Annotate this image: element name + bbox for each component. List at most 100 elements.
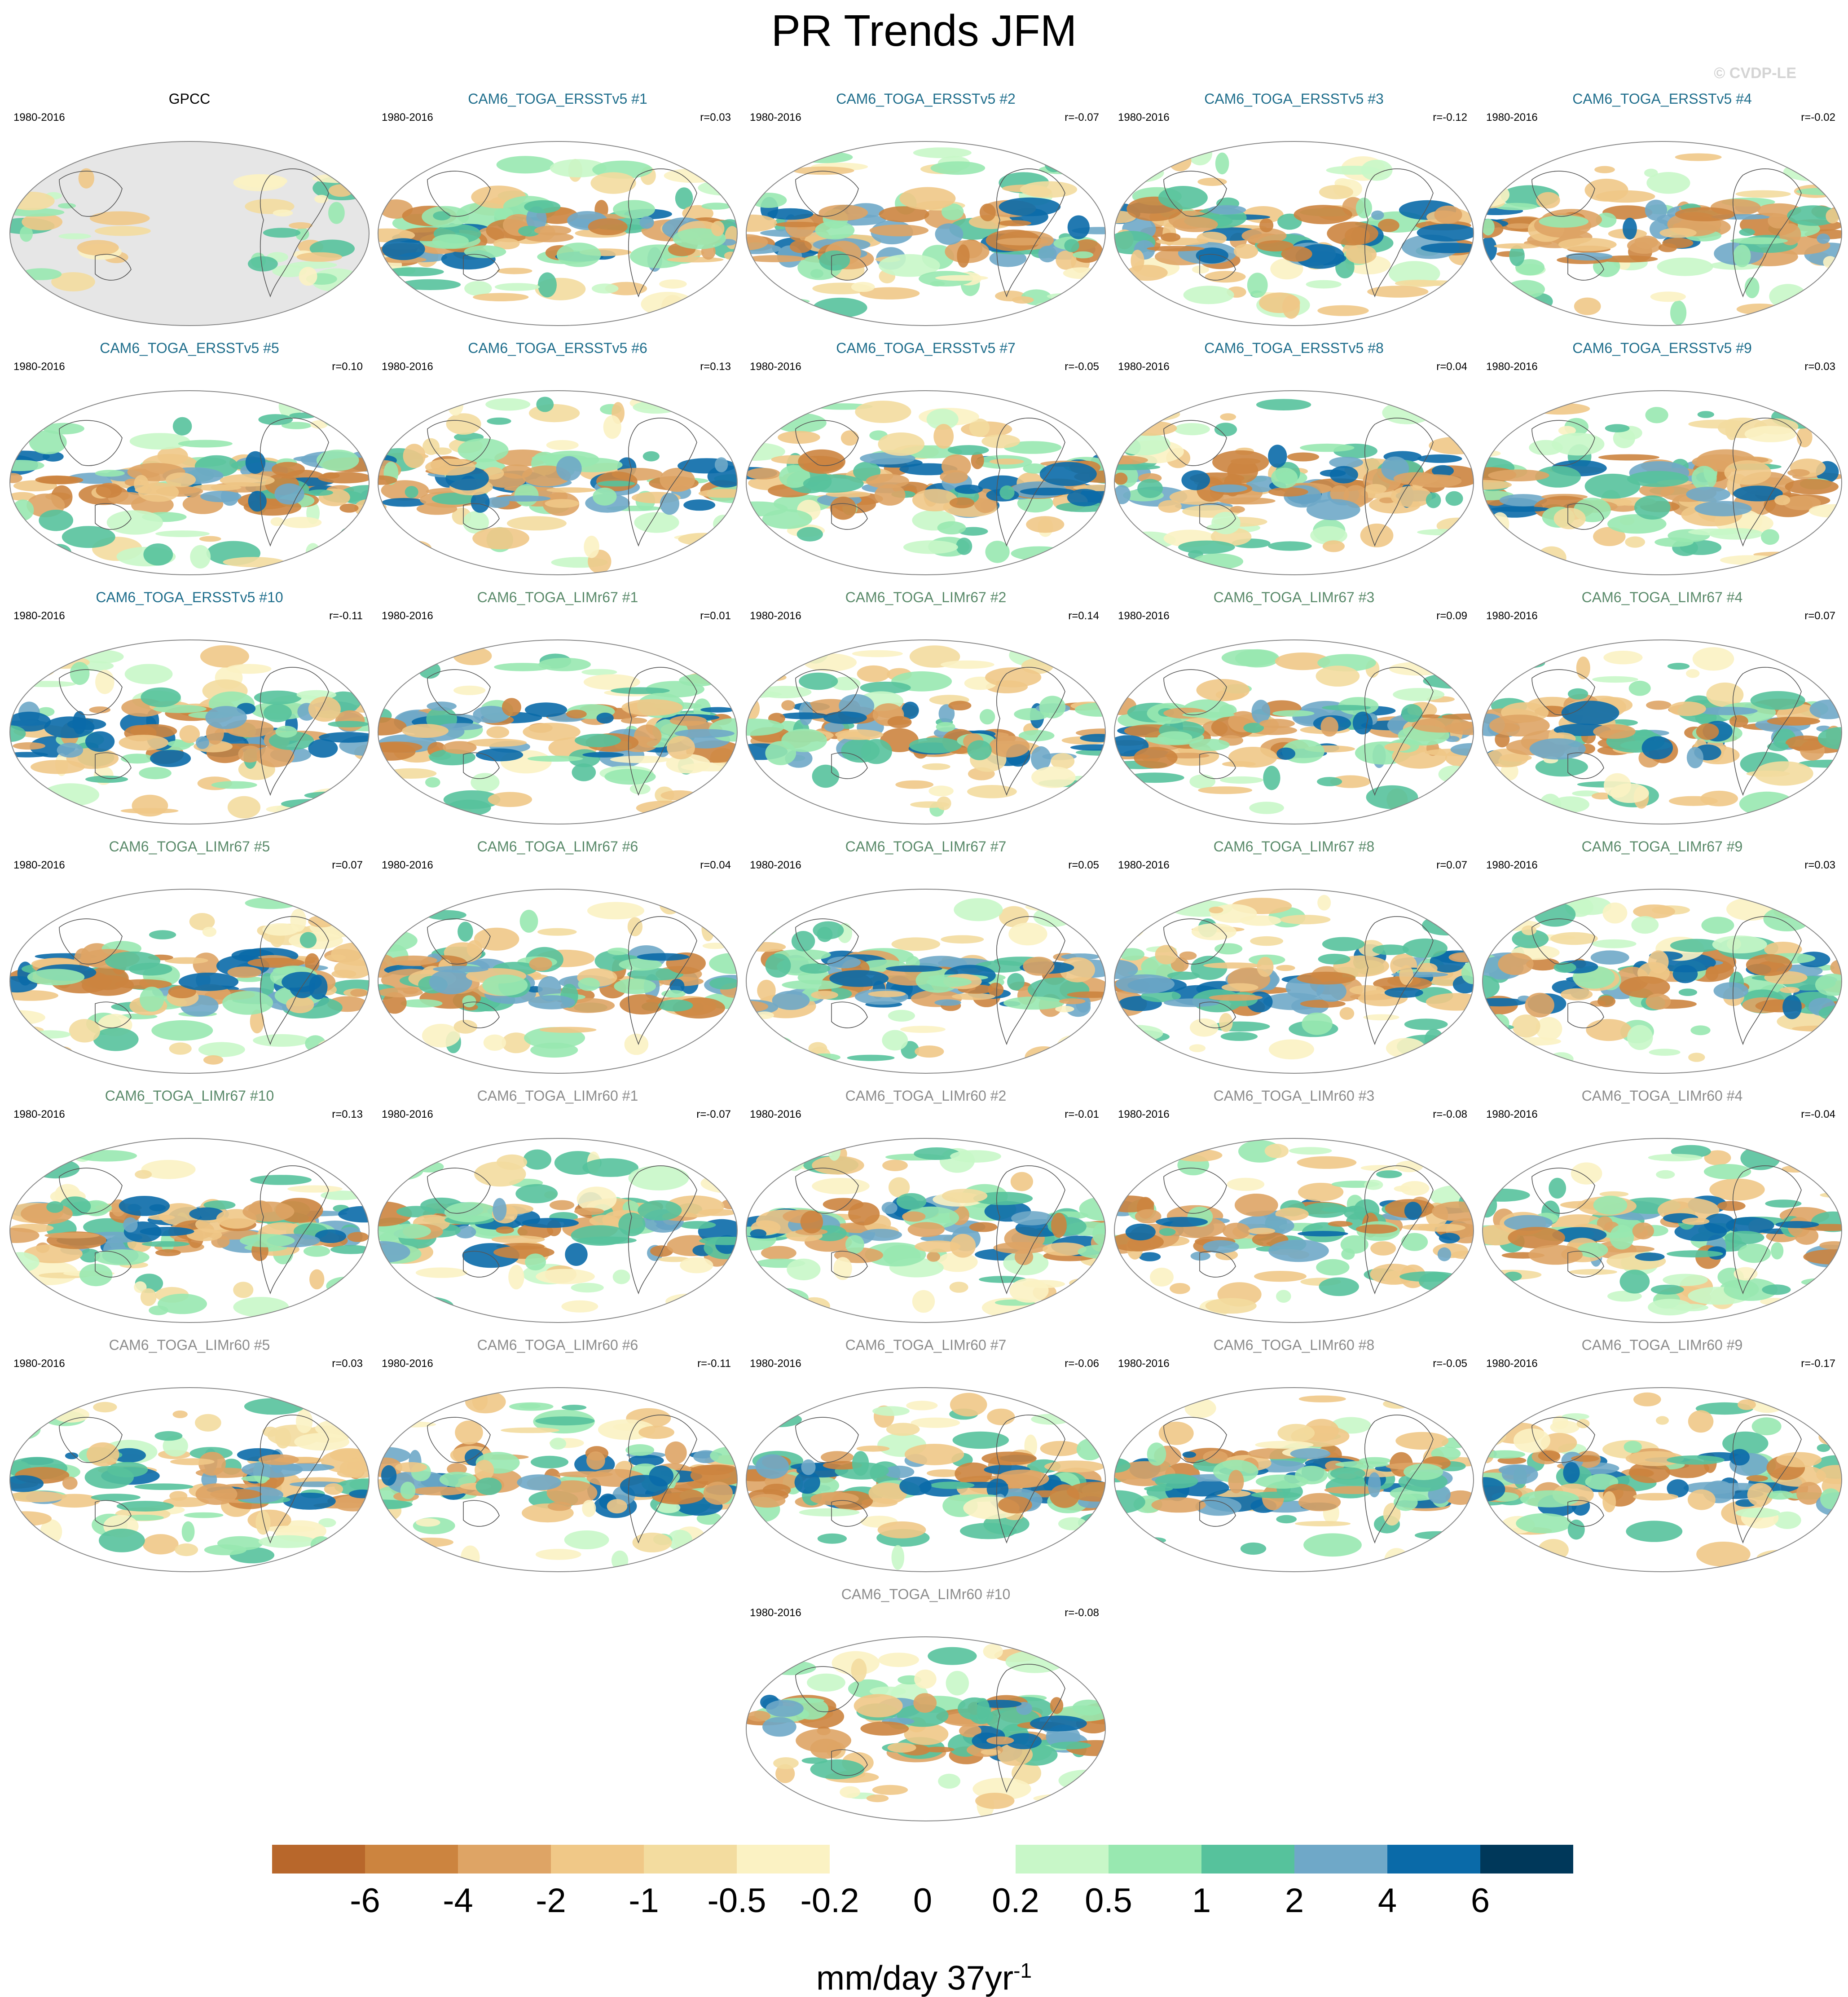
coastline	[427, 918, 491, 965]
coastline	[996, 667, 1065, 796]
trend-patch	[1220, 413, 1236, 421]
trend-patch	[1590, 950, 1629, 965]
trend-patch	[1306, 499, 1360, 520]
trend-patch	[1376, 1170, 1402, 1178]
trend-patch	[674, 729, 735, 738]
trend-patch	[1485, 1401, 1503, 1407]
coastline	[1199, 503, 1236, 530]
trend-patch	[1738, 1243, 1771, 1263]
trend-patch	[1178, 540, 1235, 554]
trend-patch	[701, 917, 715, 941]
trend-patch	[378, 159, 417, 179]
trend-patch	[464, 245, 506, 258]
map-panel: CAM6_TOGA_ERSSTv5 #3 1980-2016 r=-0.12	[1110, 85, 1478, 335]
trend-patch	[150, 749, 191, 767]
trend-patch	[112, 1448, 146, 1463]
trend-patch	[1569, 1269, 1617, 1275]
trend-patch	[347, 1232, 369, 1242]
trend-patch	[1538, 1539, 1569, 1561]
trend-patch	[1553, 962, 1576, 973]
trend-patch	[1192, 265, 1210, 273]
trend-patch	[1692, 647, 1734, 671]
trend-patch	[314, 194, 329, 203]
trend-patch	[1280, 915, 1331, 925]
trend-patch	[941, 660, 994, 669]
trend-patch	[1795, 1550, 1842, 1557]
map-svg	[9, 889, 370, 1074]
trend-patch	[1158, 500, 1182, 513]
trend-patch	[926, 409, 959, 430]
trend-patch	[1403, 280, 1465, 286]
trend-patch	[578, 978, 600, 991]
trend-patch	[753, 1535, 778, 1547]
trend-patch	[39, 510, 74, 531]
trend-patch	[1657, 257, 1713, 276]
coastline	[795, 1168, 859, 1214]
map-svg	[9, 390, 370, 575]
coastline	[996, 1415, 1065, 1544]
coastline	[1567, 752, 1604, 779]
trend-patch	[255, 745, 295, 767]
trend-patch	[323, 410, 349, 428]
trend-patch	[1031, 746, 1051, 771]
panel-title: CAM6_TOGA_LIMr67 #3	[1213, 589, 1375, 605]
trend-patch	[1189, 1044, 1206, 1052]
trend-patch	[151, 1020, 213, 1041]
trend-patch	[958, 527, 988, 536]
trend-patch	[845, 1235, 864, 1254]
trend-patch	[571, 1283, 604, 1293]
trend-patch	[395, 1462, 427, 1472]
trend-patch	[62, 1477, 78, 1490]
trend-patch	[810, 1492, 859, 1505]
trend-patch	[799, 1508, 860, 1516]
trend-patch	[1535, 466, 1581, 488]
trend-patch	[461, 1545, 480, 1570]
trend-patch	[95, 470, 125, 477]
trend-patch	[1326, 166, 1380, 175]
trend-patch	[289, 222, 312, 229]
trend-patch	[639, 216, 654, 229]
trend-patch	[192, 484, 242, 491]
trend-patch	[1746, 1475, 1768, 1482]
trend-patch	[199, 536, 221, 542]
trend-patch	[915, 1240, 961, 1252]
trend-patch	[757, 673, 787, 682]
trend-patch	[755, 143, 815, 164]
trend-patch	[1247, 273, 1268, 298]
trend-patch	[1211, 511, 1241, 534]
trend-patch	[840, 430, 859, 446]
trend-patch	[334, 1479, 369, 1496]
coastline	[1531, 669, 1595, 715]
trend-patch	[955, 1462, 992, 1485]
trend-patch	[950, 1393, 987, 1417]
trend-patch	[530, 1042, 578, 1058]
trend-patch	[625, 1444, 655, 1456]
trend-patch	[986, 1478, 1009, 1500]
trend-patch	[869, 1686, 906, 1697]
trend-patch	[1819, 555, 1842, 564]
trend-patch	[1399, 965, 1413, 985]
trend-patch	[1762, 1284, 1791, 1295]
map-border	[378, 390, 738, 575]
trend-patch	[1691, 466, 1717, 490]
trend-patch	[233, 1282, 254, 1298]
trend-patch	[1735, 1508, 1780, 1518]
trend-patch	[158, 1293, 207, 1314]
trend-patch	[1276, 1290, 1291, 1303]
trend-patch	[747, 1710, 771, 1722]
trend-patch	[1297, 1156, 1357, 1169]
trend-patch	[1746, 954, 1792, 976]
trend-patch	[1170, 957, 1189, 972]
map-svg	[378, 1387, 738, 1572]
trend-patch	[462, 511, 489, 534]
trend-patch	[522, 1218, 579, 1228]
trend-patch	[475, 748, 524, 762]
trend-patch	[1191, 956, 1228, 980]
trend-patch	[879, 206, 929, 222]
trend-patch	[948, 701, 972, 710]
trend-patch	[119, 1196, 170, 1216]
trend-patch	[1645, 199, 1668, 221]
trend-patch	[1371, 210, 1384, 220]
trend-patch	[1079, 916, 1105, 927]
trend-patch	[1494, 203, 1538, 211]
